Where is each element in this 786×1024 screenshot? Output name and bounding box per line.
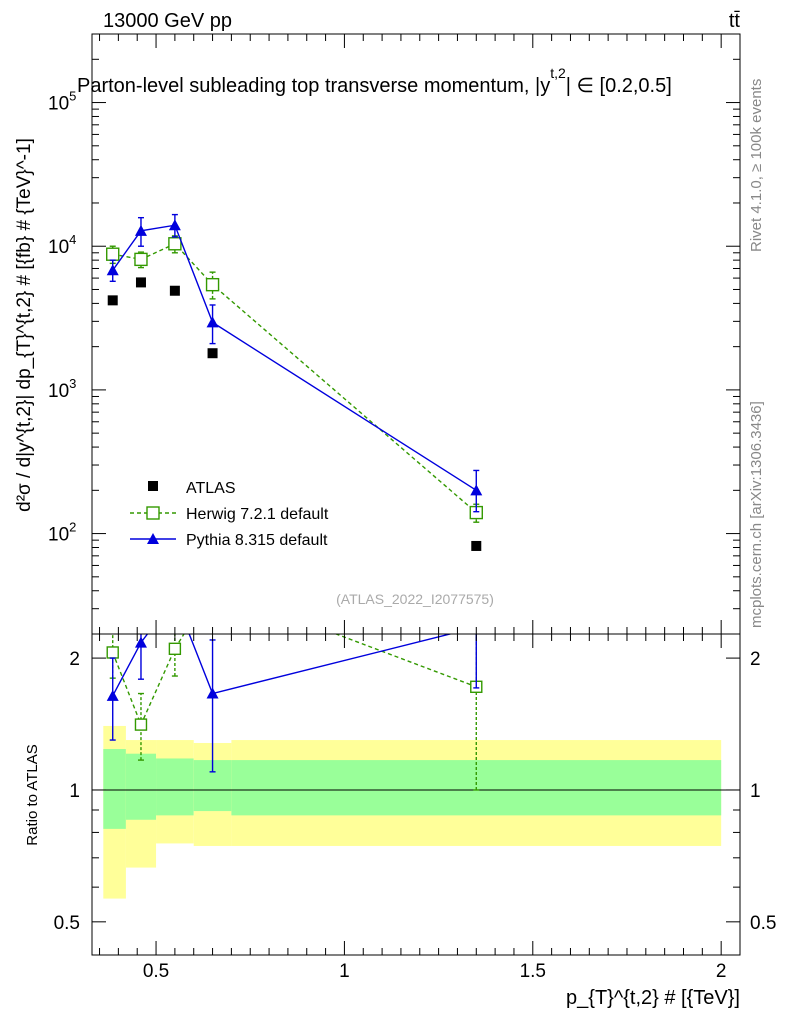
ratio-panel: 0.5 0.5 1 1 2 2 0.5 1 1.5 2 Ratio to ATLAS p_{T}… — [24, 582, 777, 1009]
legend-item-herwig: Herwig 7.2.1 default — [130, 506, 329, 523]
header-process: tt̄ — [729, 10, 741, 32]
main-series-line — [112, 224, 477, 491]
pythia-point — [106, 264, 119, 276]
main-y-tick-label: 103 — [48, 376, 76, 402]
ratio-series-line — [112, 634, 453, 697]
ratio-pythia-point — [134, 636, 147, 648]
mcplots-label: mcplots.cern.ch [arXiv:1306.3436] — [748, 401, 765, 628]
legend-item-pythia: Pythia 8.315 default — [130, 532, 328, 549]
legend-atlas-marker — [148, 481, 158, 491]
ratio-band-stat — [156, 758, 194, 816]
legend-atlas-label: ATLAS — [186, 480, 236, 497]
ratio-y-tick-label: 0.5 — [54, 913, 80, 934]
x-tick-label: 1.5 — [520, 961, 546, 982]
atlas-point — [107, 295, 118, 306]
main-series-herwig — [106, 235, 483, 523]
main-series-line — [112, 242, 477, 514]
ratio-band-stat — [103, 749, 126, 829]
main-y-ticks: 102 103 104 105 — [48, 33, 740, 635]
ratio-herwig-point — [207, 582, 218, 593]
analysis-watermark: (ATLAS_2022_I2077575) — [336, 591, 494, 607]
main-series — [106, 213, 483, 551]
herwig-point — [134, 252, 148, 267]
chart-title-sup: t,2 — [550, 65, 566, 81]
ratio-band-stat — [125, 753, 157, 820]
legend-pythia-marker — [147, 533, 159, 544]
main-y-tick-label: 105 — [48, 89, 76, 115]
chart-title-text: Parton-level subleading top transverse m… — [77, 75, 550, 97]
pythia-point — [206, 316, 219, 328]
main-y-axis-label: d²σ / d|y^{t,2}| dp_{T}^{t,2} # [{fb} # … — [14, 138, 35, 512]
ratio-bands — [103, 725, 722, 899]
ratio-y-tick-label-right: 2 — [750, 649, 761, 670]
legend-herwig-label: Herwig 7.2.1 default — [186, 506, 329, 523]
ratio-pythia-point — [169, 592, 181, 603]
atlas-point — [169, 285, 180, 296]
ratio-y-tick-label-right: 0.5 — [750, 913, 776, 934]
ratio-x-ticks: 0.5 1 1.5 2 — [99, 634, 727, 982]
herwig-point — [168, 237, 182, 251]
chart-title: Parton-level subleading top transverse m… — [77, 65, 672, 97]
atlas-point — [135, 277, 146, 288]
ratio-y-tick-label: 1 — [69, 781, 80, 802]
ratio-y-axis-label: Ratio to ATLAS — [24, 744, 41, 845]
main-y-tick-label: 102 — [48, 520, 76, 546]
rivet-version-label: Rivet 4.1.0, ≥ 100k events — [748, 79, 765, 252]
ratio-pythia-point — [206, 687, 219, 699]
legend-herwig-marker — [146, 506, 160, 520]
main-x-ticks — [99, 34, 722, 634]
atlas-point — [471, 540, 482, 551]
x-tick-label: 1 — [339, 961, 350, 982]
legend-pythia-label: Pythia 8.315 default — [186, 532, 328, 549]
ratio-pythia-point — [106, 689, 119, 701]
atlas-point — [207, 348, 218, 359]
ratio-herwig-point — [168, 642, 182, 656]
ratio-y-ticks: 0.5 0.5 1 1 2 2 — [54, 649, 777, 934]
chart-title-tail: | ∈ [0.2,0.5] — [566, 75, 672, 97]
x-tick-label: 2 — [716, 961, 727, 982]
legend-item-atlas: ATLAS — [148, 480, 236, 497]
main-y-tick-label: 104 — [48, 232, 76, 258]
legend: ATLAS Herwig 7.2.1 default Pythia 8.315 … — [130, 480, 329, 549]
herwig-point — [106, 247, 120, 261]
ratio-frame — [91, 633, 741, 956]
ratio-series-line — [112, 634, 477, 727]
header-energy: 13000 GeV pp — [103, 10, 232, 32]
main-panel: 102 103 104 105 (ATLAS_2022_I2077575) Parto… — [14, 33, 741, 635]
ratio-herwig-point — [106, 646, 119, 659]
x-tick-label: 0.5 — [143, 961, 169, 982]
ratio-herwig-point — [134, 718, 148, 731]
ratio-y-tick-label: 2 — [69, 649, 80, 670]
main-series-atlas — [107, 277, 482, 551]
ratio-y-tick-label-right: 1 — [750, 781, 761, 802]
pythia-point — [134, 224, 147, 236]
ratio-series — [106, 582, 483, 791]
x-axis-label: p_{T}^{t,2} # [{TeV}] — [566, 987, 740, 1009]
herwig-point — [205, 277, 220, 292]
main-series-pythia — [106, 213, 483, 513]
pythia-point — [470, 484, 483, 496]
pythia-point — [168, 219, 181, 231]
